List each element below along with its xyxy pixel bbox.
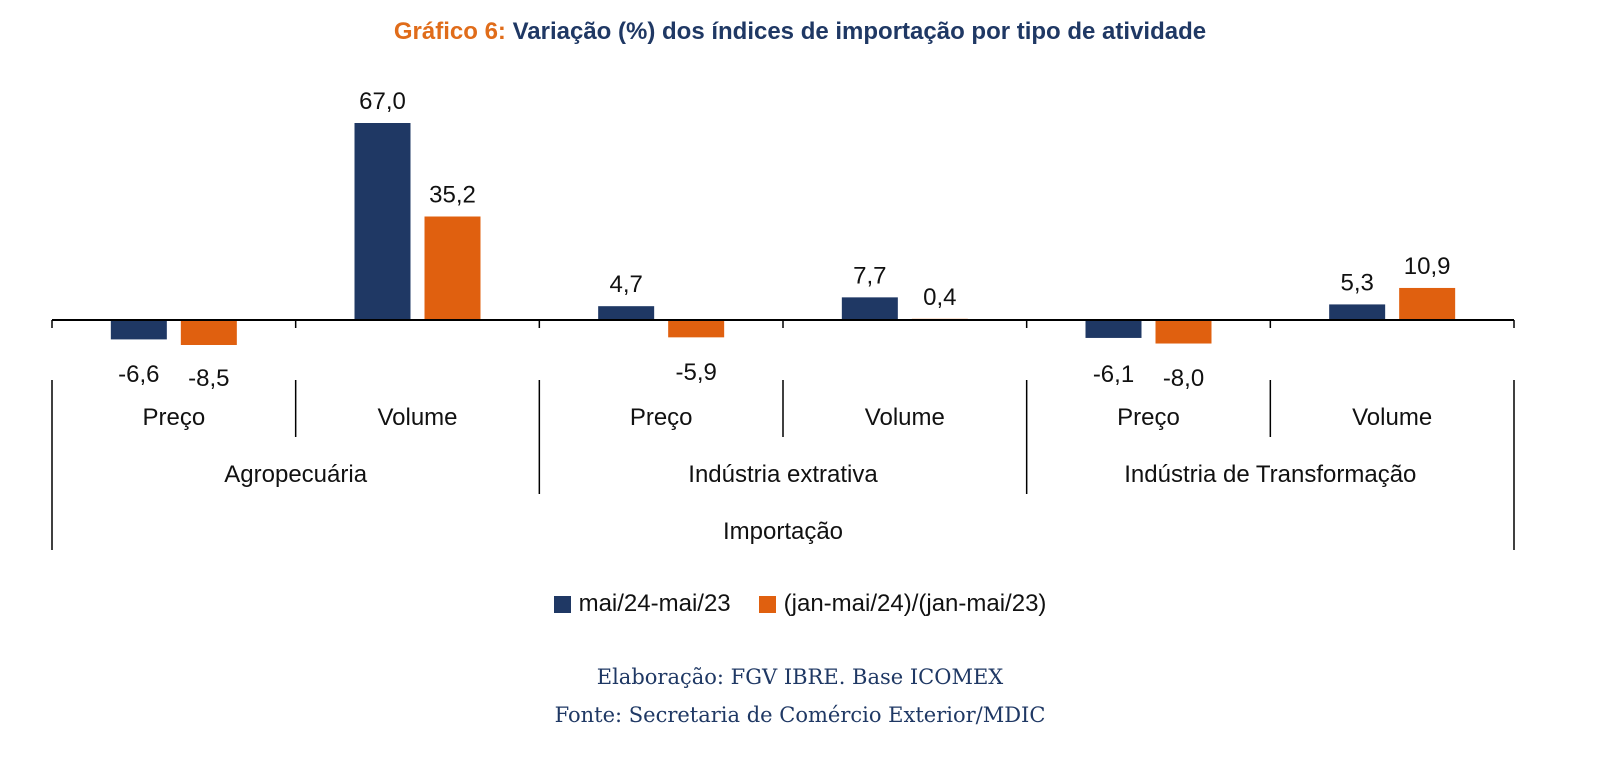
data-label-s2-5: 10,9 (1404, 253, 1451, 280)
data-label-s2-4: -8,0 (1163, 365, 1204, 392)
legend-item-series1: mai/24-mai/23 (553, 590, 731, 618)
bar-s2-2 (668, 320, 725, 338)
chart-title-main: Variação (%) dos índices de importação p… (512, 18, 1207, 45)
data-label-s2-1: 35,2 (429, 182, 476, 209)
bar-s1-5 (1329, 304, 1386, 320)
source-fonte: Fonte: Secretaria de Comércio Exterior/M… (554, 703, 1046, 727)
legend-item-series2: (jan-mai/24)/(jan-mai/23) (758, 590, 1047, 618)
super-group-label: Importação (723, 518, 843, 545)
bar-s1-3 (841, 297, 898, 320)
legend-label-series2: (jan-mai/24)/(jan-mai/23) (783, 590, 1047, 617)
chart-title: Gráfico 6: Variação (%) dos índices de i… (0, 18, 1600, 46)
chart-legend: mai/24-mai/23 (jan-mai/24)/(jan-mai/23) (0, 590, 1600, 618)
group-label-0: Agropecuária (224, 461, 367, 488)
bar-s1-1 (354, 123, 411, 320)
bar-chart: -6,6 67,0 4,7 7,7 -6,1 5,3 -8,5 35,2 -5,9 0,4 -8,0… (51, 88, 1515, 550)
bar-s2-0 (180, 320, 237, 345)
data-label-s2-0: -8,5 (188, 365, 229, 392)
group-label-2: Indústria de Transformação (1124, 461, 1416, 488)
category-label-4: Preço (1117, 404, 1180, 431)
source-elaboration: Elaboração: FGV IBRE. Base ICOMEX (596, 665, 1004, 689)
legend-swatch-series1 (553, 595, 571, 613)
data-label-s1-0: -6,6 (118, 361, 159, 388)
bar-s1-2 (598, 306, 655, 320)
category-label-5: Volume (1352, 404, 1432, 431)
bar-s2-1 (424, 216, 481, 320)
category-label-1: Volume (377, 404, 457, 431)
data-label-s1-2: 4,7 (609, 271, 642, 298)
legend-label-series1: mai/24-mai/23 (578, 590, 731, 617)
data-label-s1-5: 5,3 (1340, 269, 1373, 296)
category-label-3: Volume (865, 404, 945, 431)
bar-s1-0 (110, 320, 167, 340)
data-label-s2-2: -5,9 (675, 359, 716, 386)
data-label-s1-3: 7,7 (853, 262, 886, 289)
group-label-1: Indústria extrativa (688, 461, 878, 488)
data-label-s1-4: -6,1 (1093, 361, 1134, 388)
category-label-2: Preço (630, 404, 693, 431)
bar-s2-5 (1399, 287, 1456, 320)
bar-s2-4 (1155, 320, 1212, 344)
legend-swatch-series2 (758, 595, 776, 613)
bar-s1-4 (1085, 320, 1142, 338)
chart-title-prefix: Gráfico 6: (393, 18, 506, 45)
category-label-0: Preço (142, 404, 205, 431)
data-label-s2-3: 0,4 (923, 284, 956, 311)
data-label-s1-1: 67,0 (359, 88, 406, 115)
